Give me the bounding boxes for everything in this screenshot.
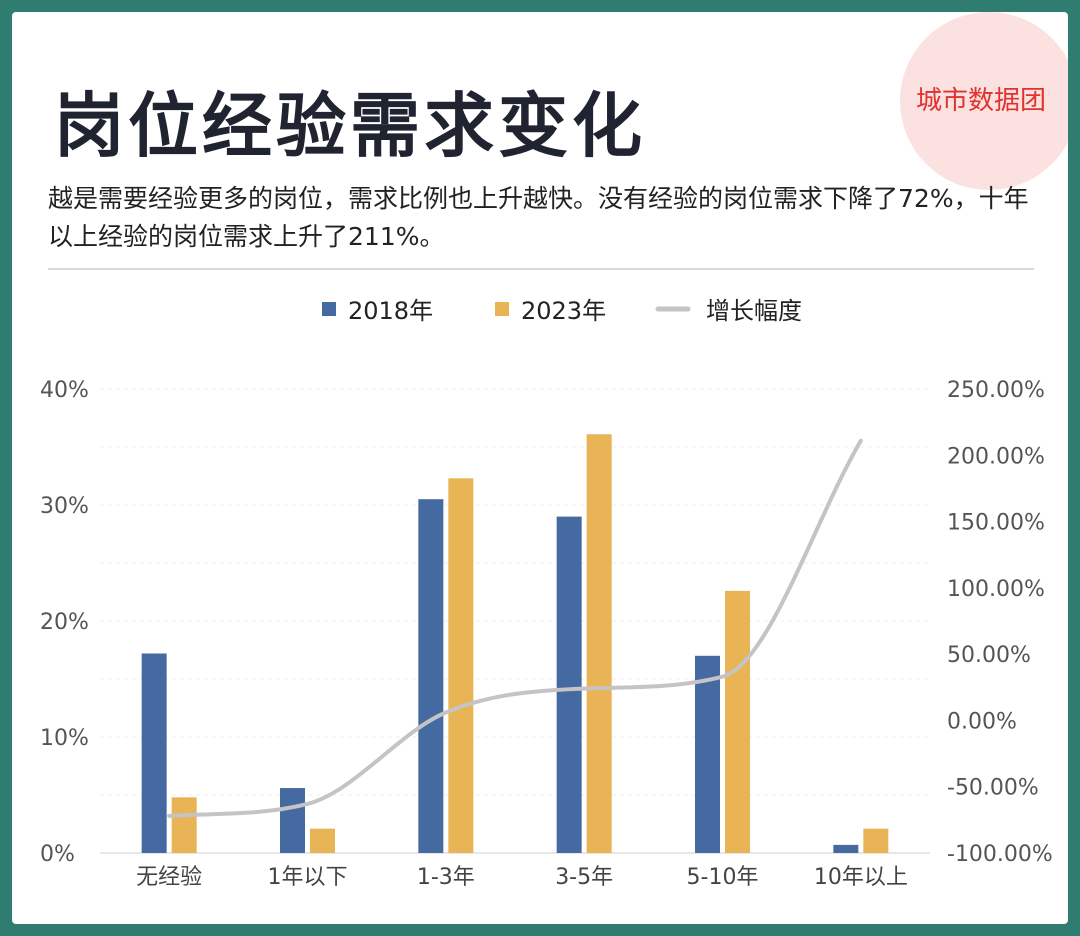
x-axis-tick-label: 10年以上 [814, 865, 908, 890]
right-axis-tick-label: 0.00% [947, 709, 1017, 734]
bar-series-2 [863, 828, 889, 853]
left-axis-tick-label: 40% [40, 378, 89, 403]
bar-series-1 [556, 516, 582, 853]
watermark-logo [900, 12, 1068, 190]
bar-series-2 [448, 478, 474, 853]
right-axis-tick-label: 200.00% [947, 444, 1045, 469]
bar-series-1 [418, 499, 444, 853]
divider [48, 268, 1034, 270]
left-axis-tick-label: 30% [40, 494, 89, 519]
legend-label: 2018年 [348, 297, 433, 325]
right-axis-tick-label: -100.00% [947, 842, 1053, 867]
right-axis-tick-label: 250.00% [947, 378, 1045, 403]
x-axis-tick-label: 1-3年 [417, 865, 475, 890]
bar-series-2 [586, 434, 612, 853]
chart-card: 城市数据团 岗位经验需求变化 越是需要经验更多的岗位，需求比例也上升越快。没有经… [12, 12, 1068, 924]
x-axis-tick-label: 3-5年 [555, 865, 613, 890]
bar-series-1 [141, 653, 167, 853]
page-title: 岗位经验需求变化 [54, 85, 646, 167]
bar-series-1 [695, 655, 720, 853]
bar-series-1 [280, 788, 305, 853]
x-axis-tick-label: 5-10年 [687, 865, 759, 890]
bar-series-2 [725, 590, 750, 853]
right-axis-tick-label: -50.00% [947, 776, 1039, 801]
right-axis-tick-label: 150.00% [947, 511, 1045, 536]
bar-series-2 [310, 828, 335, 853]
page-subtitle: 越是需要经验更多的岗位，需求比例也上升越快。没有经验的岗位需求下降了72%，十年… [48, 184, 1029, 251]
right-axis-tick-label: 50.00% [947, 643, 1031, 668]
bar-series-2 [171, 797, 197, 853]
brand-label: 城市数据团 [916, 86, 1047, 116]
x-axis-tick-label: 无经验 [136, 865, 202, 890]
left-axis-tick-label: 20% [40, 610, 89, 635]
left-axis-tick-label: 0% [40, 842, 75, 867]
right-axis-tick-label: 100.00% [947, 577, 1045, 602]
legend-swatch [322, 302, 336, 316]
legend-label: 增长幅度 [706, 297, 802, 325]
left-axis-tick-label: 10% [40, 726, 89, 751]
growth-line [167, 438, 863, 818]
legend-label: 2023年 [521, 297, 606, 325]
bar-series-1 [833, 844, 859, 853]
x-axis-tick-label: 1年以下 [268, 865, 348, 890]
legend-swatch [495, 302, 509, 316]
